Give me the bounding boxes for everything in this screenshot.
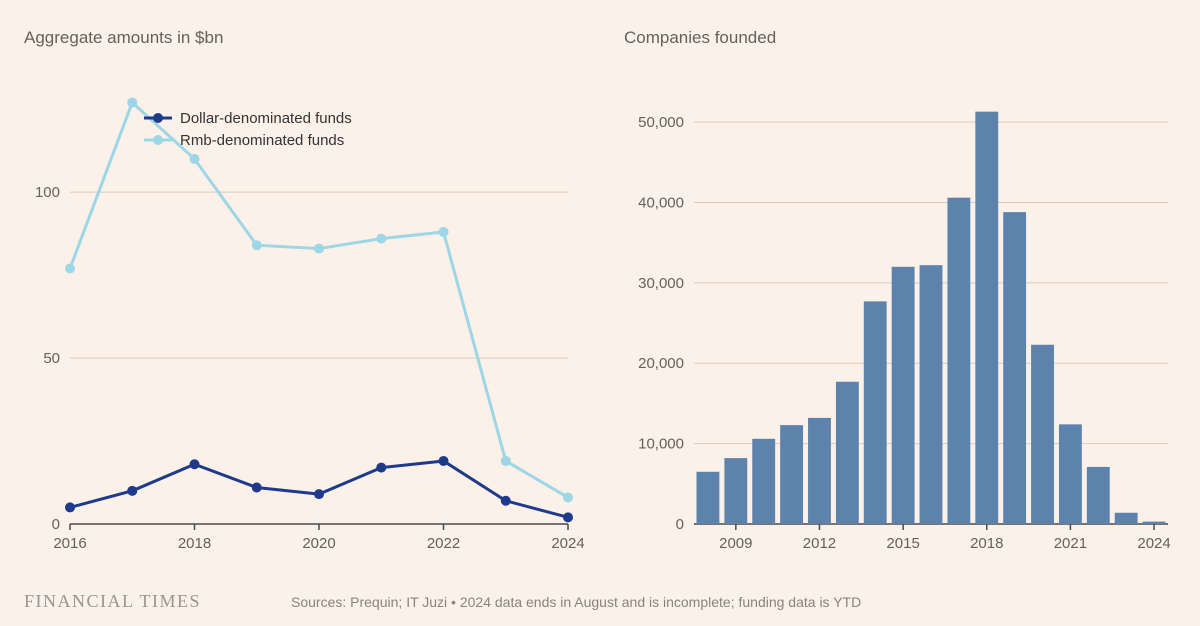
left-chart-panel: Aggregate amounts in $bn 0 50 100 2016 2018 2… [24,28,584,568]
bar [1003,212,1026,524]
bar [864,301,887,524]
bar [975,112,998,524]
legend-item-label: Rmb-denominated funds [180,132,344,149]
bar [697,472,720,524]
y-tick-label: 30,000 [638,275,684,292]
legend-item-label: Dollar-denominated funds [180,110,352,127]
y-tick-label: 10,000 [638,436,684,453]
right-chart-title: Companies founded [624,28,1184,48]
line-marker [501,496,511,506]
bar [920,265,943,524]
line-marker [376,234,386,244]
x-tick-label: 2018 [970,535,1003,552]
x-tick-label: 2021 [1054,535,1087,552]
line-marker [127,98,137,108]
bar [752,439,775,524]
left-chart-title: Aggregate amounts in $bn [24,28,584,48]
x-tick-label: 2024 [1137,535,1170,552]
bar [1031,345,1054,524]
y-tick-label: 0 [52,516,60,533]
x-tick-label: 2024 [551,535,584,552]
bar [892,267,915,524]
line-marker [190,459,200,469]
x-tick-label: 2016 [53,535,86,552]
bar [836,382,859,524]
source-text: Sources: Prequin; IT Juzi • 2024 data en… [291,594,861,610]
x-tick-label: 2020 [302,535,335,552]
footer: FINANCIAL TIMES Sources: Prequin; IT Juz… [24,591,1176,612]
left-chart-plot: 0 50 100 2016 2018 2020 2022 2024 Dollar-denomin… [24,58,584,568]
charts-row: Aggregate amounts in $bn 0 50 100 2016 2018 2… [24,28,1176,568]
y-tick-label: 20,000 [638,355,684,372]
right-chart-plot: 0 10,000 20,000 30,000 40,000 50,000 2009 2012 2… [624,58,1184,568]
line-marker [252,240,262,250]
line-marker [314,489,324,499]
bar [1115,513,1138,524]
line-marker [439,227,449,237]
bar [808,418,831,524]
y-tick-label: 100 [35,184,60,201]
y-tick-label: 50,000 [638,114,684,131]
chart-container: Aggregate amounts in $bn 0 50 100 2016 2018 2… [0,0,1200,626]
line-series [70,103,568,498]
bar [1059,424,1082,524]
line-marker [439,456,449,466]
ft-logo: FINANCIAL TIMES [24,591,201,612]
x-tick-label: 2018 [178,535,211,552]
right-chart-panel: Companies founded 0 10,000 20,000 30,000 40,… [624,28,1184,568]
line-marker [65,263,75,273]
y-tick-label: 40,000 [638,194,684,211]
line-marker [501,456,511,466]
y-tick-label: 50 [43,350,60,367]
x-tick-label: 2015 [886,535,919,552]
bar [947,198,970,524]
line-marker [563,492,573,502]
line-marker [314,244,324,254]
bar [724,458,747,524]
line-marker [563,512,573,522]
x-tick-label: 2012 [803,535,836,552]
bar [780,425,803,524]
line-marker [190,154,200,164]
x-tick-label: 2022 [427,535,460,552]
line-marker [376,463,386,473]
x-tick-label: 2009 [719,535,752,552]
bar [1087,467,1110,524]
y-tick-label: 0 [676,516,684,533]
line-marker [127,486,137,496]
bar [1143,522,1166,524]
line-marker [252,482,262,492]
line-marker [65,502,75,512]
